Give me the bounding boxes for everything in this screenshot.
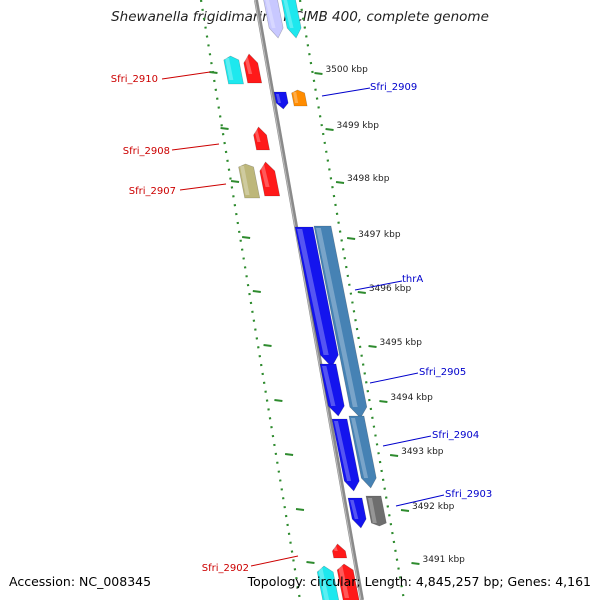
ruler-tick-label: 3495 kbp bbox=[380, 338, 423, 348]
gene-steel-2904[interactable] bbox=[348, 415, 377, 489]
gene-label-reverse[interactable]: Sfri_2909 bbox=[370, 82, 417, 93]
gene-label-leader bbox=[250, 555, 299, 567]
ruler-tick-right bbox=[389, 454, 399, 457]
ruler-tick-left bbox=[209, 71, 218, 74]
gene-label-reverse[interactable]: thrA bbox=[402, 274, 423, 285]
gene-label-leader bbox=[354, 280, 403, 291]
gene-label-reverse[interactable]: Sfri_2904 bbox=[432, 430, 479, 441]
ruler-tick-left bbox=[242, 236, 251, 239]
ruler-tick-left bbox=[263, 344, 272, 347]
ruler-tick-label: 3492 kbp bbox=[412, 502, 455, 512]
gene-label-forward[interactable]: Sfri_2902 bbox=[202, 563, 249, 574]
gene-sfri-2910[interactable] bbox=[243, 53, 263, 84]
ruler-ticks: 3500 kbp 3499 kbp 3498 kbp 3497 kbp 3496 kbp… bbox=[209, 65, 465, 565]
gene-sfri-2907[interactable] bbox=[259, 161, 281, 197]
gene-thrA-steelblue[interactable] bbox=[313, 225, 368, 419]
ruler-tick-right bbox=[400, 509, 410, 512]
ruler-tick-right bbox=[335, 181, 345, 184]
ruler-tick-label: 3493 kbp bbox=[401, 447, 444, 457]
genome-backbone bbox=[254, 0, 364, 600]
ruler-tick-label: 3500 kbp bbox=[325, 65, 368, 75]
gene-label-leader bbox=[321, 87, 371, 97]
gene-partial-top-lavender[interactable] bbox=[262, 0, 284, 39]
ruler-tick-right bbox=[379, 400, 388, 403]
gene-gray-2903[interactable] bbox=[365, 495, 387, 527]
gene-label-forward[interactable]: Sfri_2908 bbox=[123, 146, 170, 157]
ruler-tick-left bbox=[274, 399, 283, 402]
gene-label-leader bbox=[171, 143, 220, 151]
gene-sfri-2902[interactable] bbox=[332, 543, 348, 559]
ruler-tick-label: 3498 kbp bbox=[347, 174, 390, 184]
backbone-highlight bbox=[254, 0, 362, 600]
gene-olive-2907[interactable] bbox=[238, 163, 261, 199]
gene-label-reverse[interactable]: Sfri_2903 bbox=[445, 489, 492, 500]
gene-sfri-2904[interactable] bbox=[331, 418, 360, 492]
gene-features bbox=[223, 0, 387, 600]
gene-cyan-2910[interactable] bbox=[223, 55, 244, 85]
backbone-line bbox=[254, 0, 364, 600]
gene-orange-2909[interactable] bbox=[291, 89, 308, 107]
gene-partial-top-cyan[interactable] bbox=[280, 0, 302, 39]
ruler-tick-left bbox=[230, 180, 240, 183]
ruler-tick-left bbox=[295, 508, 305, 511]
gene-thrA-blue[interactable] bbox=[294, 226, 339, 368]
gene-sfri-2909[interactable] bbox=[273, 91, 289, 110]
accession-text: Accession: NC_008345 bbox=[9, 574, 152, 589]
ruler-tick-right bbox=[347, 237, 356, 240]
gene-label-leader bbox=[395, 494, 445, 507]
gene-label-forward[interactable]: Sfri_2910 bbox=[111, 74, 158, 85]
gene-label-leader bbox=[382, 435, 432, 447]
genome-title: Shewanella frigidimarina NCIMB 400, comp… bbox=[111, 9, 489, 25]
topology-text: Topology: circular; Length: 4,845,257 bp… bbox=[247, 574, 591, 589]
ruler-tick-label: 3494 kbp bbox=[390, 393, 433, 403]
ruler-tick-left bbox=[306, 561, 315, 564]
gene-labels: Sfri_2910 Sfri_2908 Sfri_2907 Sfri_2902 Sfri… bbox=[111, 71, 492, 574]
ruler-tick-left bbox=[220, 127, 229, 130]
ruler-tick-label: 3496 kbp bbox=[369, 284, 412, 294]
ruler-tick-label: 3499 kbp bbox=[337, 121, 380, 131]
ruler-tick-right bbox=[357, 291, 366, 294]
ruler-dotted-line-left bbox=[199, 0, 302, 600]
ruler-tick-left bbox=[284, 453, 294, 456]
ruler-tick-label: 3497 kbp bbox=[358, 230, 401, 240]
ruler-tick-right bbox=[325, 128, 334, 131]
gene-sfri-2905[interactable] bbox=[319, 363, 345, 417]
ruler-tick-left bbox=[252, 290, 261, 293]
ruler-tick-right bbox=[411, 562, 420, 565]
ruler-tick-label: 3491 kbp bbox=[422, 555, 465, 565]
gene-red-bottom[interactable] bbox=[336, 563, 360, 600]
gene-label-forward[interactable]: Sfri_2907 bbox=[129, 186, 176, 197]
ruler-tick-right bbox=[368, 345, 377, 348]
ruler-tick-right bbox=[314, 72, 323, 75]
gene-sfri-2903[interactable] bbox=[347, 497, 367, 529]
gene-sfri-2908[interactable] bbox=[253, 126, 270, 151]
gene-label-reverse[interactable]: Sfri_2905 bbox=[419, 367, 466, 378]
gene-label-leader bbox=[161, 71, 211, 80]
gene-label-leader bbox=[369, 372, 419, 384]
gene-label-leader bbox=[179, 183, 227, 191]
gene-cyan-bottom[interactable] bbox=[316, 565, 340, 600]
